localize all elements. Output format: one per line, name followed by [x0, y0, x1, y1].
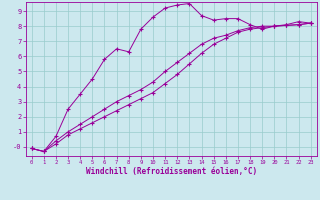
X-axis label: Windchill (Refroidissement éolien,°C): Windchill (Refroidissement éolien,°C)	[86, 167, 257, 176]
